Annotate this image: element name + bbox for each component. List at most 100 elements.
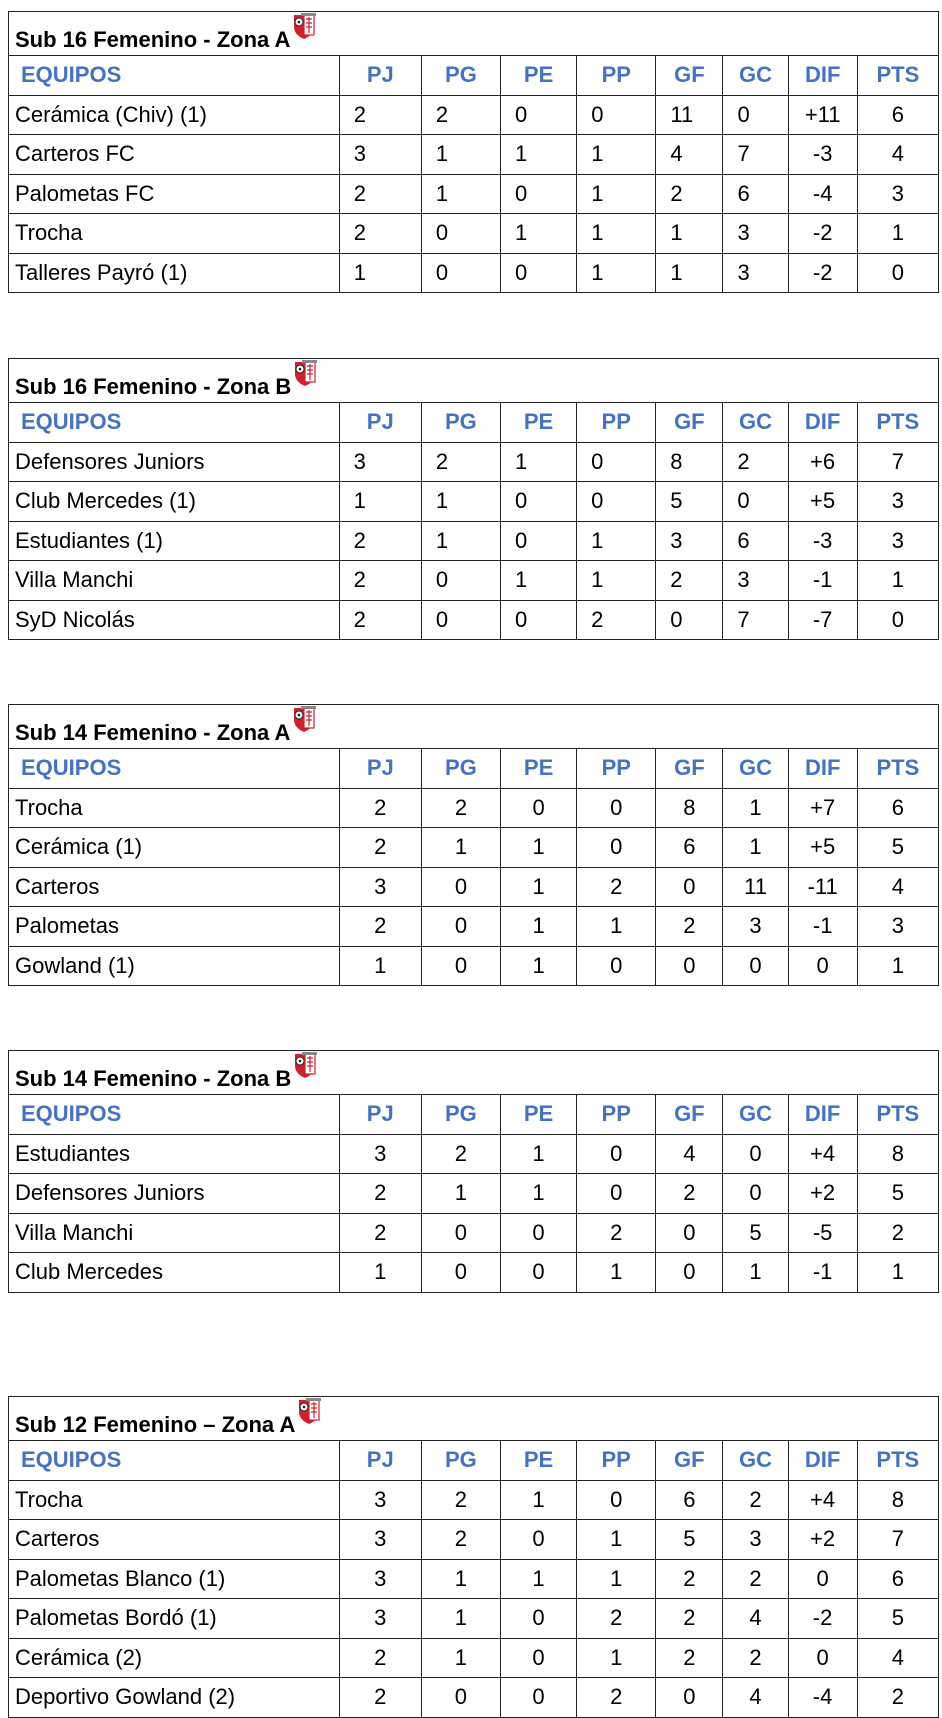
cell-pts: 7 [856, 1519, 940, 1560]
cell-dif: -2 [787, 252, 858, 293]
cell-gf: 2 [655, 1558, 724, 1599]
cell-pts: 6 [856, 787, 940, 828]
cell-pg: 0 [420, 1212, 501, 1253]
table-row: Gowland (1) 1 0 1 0 0 0 0 1 [8, 945, 940, 986]
table-title: Sub 16 Femenino - Zona A [8, 11, 939, 56]
cell-pj: 2 [338, 1637, 422, 1678]
cell-gf: 1 [655, 252, 724, 293]
team-name: Club Mercedes (1) [8, 481, 340, 522]
cell-dif: -1 [787, 906, 858, 947]
cell-pg: 2 [420, 94, 502, 135]
cell-pts: 5 [856, 1173, 940, 1214]
column-header-gf: GF [655, 55, 724, 96]
cell-pg: 0 [420, 866, 502, 907]
team-name: Defensores Juniors [8, 1173, 340, 1214]
cell-pj: 2 [338, 94, 422, 135]
cell-gf: 0 [655, 1252, 724, 1293]
cell-pts: 5 [856, 1598, 940, 1639]
cell-pp: 2 [576, 1598, 657, 1639]
team-name: Talleres Payró (1) [8, 252, 340, 293]
cell-pj: 3 [338, 441, 422, 482]
cell-pj: 2 [338, 787, 422, 828]
cell-gc: 2 [722, 1637, 789, 1678]
column-header-pg: PG [420, 748, 502, 789]
column-header-pts: PTS [856, 748, 940, 789]
column-header-pg: PG [420, 1094, 501, 1135]
cell-gf: 2 [655, 906, 724, 947]
column-header-equipos: EQUIPOS [8, 1440, 340, 1481]
column-header-pj: PJ [338, 1440, 422, 1481]
club-shield-logo-icon [292, 705, 317, 734]
cell-gf: 8 [655, 787, 724, 828]
team-name: Carteros FC [8, 134, 340, 175]
cell-gf: 0 [655, 866, 724, 907]
cell-pp: 1 [576, 252, 657, 293]
cell-pj: 1 [338, 1252, 422, 1293]
table-title-text: Sub 16 Femenino - Zona A [15, 26, 291, 52]
column-header-gc: GC [722, 1094, 789, 1135]
column-header-gf: GF [655, 1094, 724, 1135]
cell-dif: -1 [787, 560, 858, 601]
cell-dif: 0 [787, 1558, 858, 1599]
column-header-pts: PTS [856, 1440, 940, 1481]
cell-gf: 6 [655, 1479, 724, 1520]
cell-pj: 2 [338, 906, 422, 947]
team-name: Trocha [8, 213, 340, 254]
cell-pj: 2 [338, 827, 422, 868]
cell-dif: -3 [787, 520, 858, 561]
standings-table: Sub 16 Femenino - Zona B EQUIPOS PJ PG PE PP G… [8, 358, 940, 640]
cell-pe: 1 [499, 1558, 578, 1599]
column-header-pj: PJ [338, 748, 422, 789]
column-header-pp: PP [576, 1440, 657, 1481]
column-header-pts: PTS [856, 1094, 940, 1135]
column-header-pts: PTS [856, 55, 940, 96]
cell-pj: 3 [338, 1479, 422, 1520]
cell-dif: +4 [787, 1479, 858, 1520]
cell-gc: 7 [722, 599, 789, 640]
cell-dif: -7 [787, 599, 858, 640]
cell-pg: 0 [420, 213, 502, 254]
team-name: SyD Nicolás [8, 599, 340, 640]
cell-gf: 0 [655, 945, 724, 986]
cell-pp: 0 [576, 481, 657, 522]
cell-pj: 2 [338, 560, 422, 601]
cell-dif: +11 [787, 94, 858, 135]
cell-pp: 0 [576, 1133, 657, 1174]
cell-dif: -2 [787, 1598, 858, 1639]
cell-gf: 3 [655, 520, 724, 561]
cell-gc: 0 [722, 1173, 789, 1214]
cell-gc: 3 [722, 560, 789, 601]
team-name: Cerámica (1) [8, 827, 340, 868]
table-row: Palometas Bordó (1) 3 1 0 2 2 4 -2 5 [8, 1598, 940, 1639]
team-name: Palometas Blanco (1) [8, 1558, 340, 1599]
cell-pts: 2 [856, 1212, 940, 1253]
cell-gc: 0 [722, 481, 789, 522]
cell-pe: 1 [499, 1133, 578, 1174]
cell-pg: 2 [420, 787, 502, 828]
cell-pj: 3 [338, 1598, 422, 1639]
table-row: Villa Manchi 2 0 0 2 0 5 -5 2 [8, 1212, 940, 1253]
cell-pg: 0 [420, 252, 502, 293]
cell-pp: 0 [576, 1479, 657, 1520]
table-row: Club Mercedes (1) 1 1 0 0 5 0 +5 3 [8, 481, 940, 522]
team-name: Carteros [8, 1519, 340, 1560]
cell-dif: +2 [787, 1173, 858, 1214]
column-header-gc: GC [722, 1440, 789, 1481]
standings-table: Sub 12 Femenino – Zona A EQUIPOS PJ PG PE PP G… [8, 1396, 940, 1718]
cell-pp: 0 [576, 787, 657, 828]
cell-pj: 3 [338, 866, 422, 907]
table-row: Estudiantes (1) 2 1 0 1 3 6 -3 3 [8, 520, 940, 561]
cell-dif: -5 [787, 1212, 858, 1253]
cell-gf: 4 [655, 1133, 724, 1174]
cell-pts: 8 [856, 1479, 940, 1520]
cell-pe: 0 [499, 1252, 578, 1293]
cell-pj: 1 [338, 481, 422, 522]
cell-pj: 2 [338, 1173, 422, 1214]
cell-pe: 0 [500, 94, 578, 135]
cell-pp: 2 [576, 1677, 657, 1718]
cell-gf: 4 [655, 134, 724, 175]
cell-pts: 7 [856, 441, 940, 482]
table-row: Trocha 2 0 1 1 1 3 -2 1 [8, 213, 940, 254]
cell-pp: 1 [576, 213, 657, 254]
cell-gf: 2 [655, 1173, 724, 1214]
